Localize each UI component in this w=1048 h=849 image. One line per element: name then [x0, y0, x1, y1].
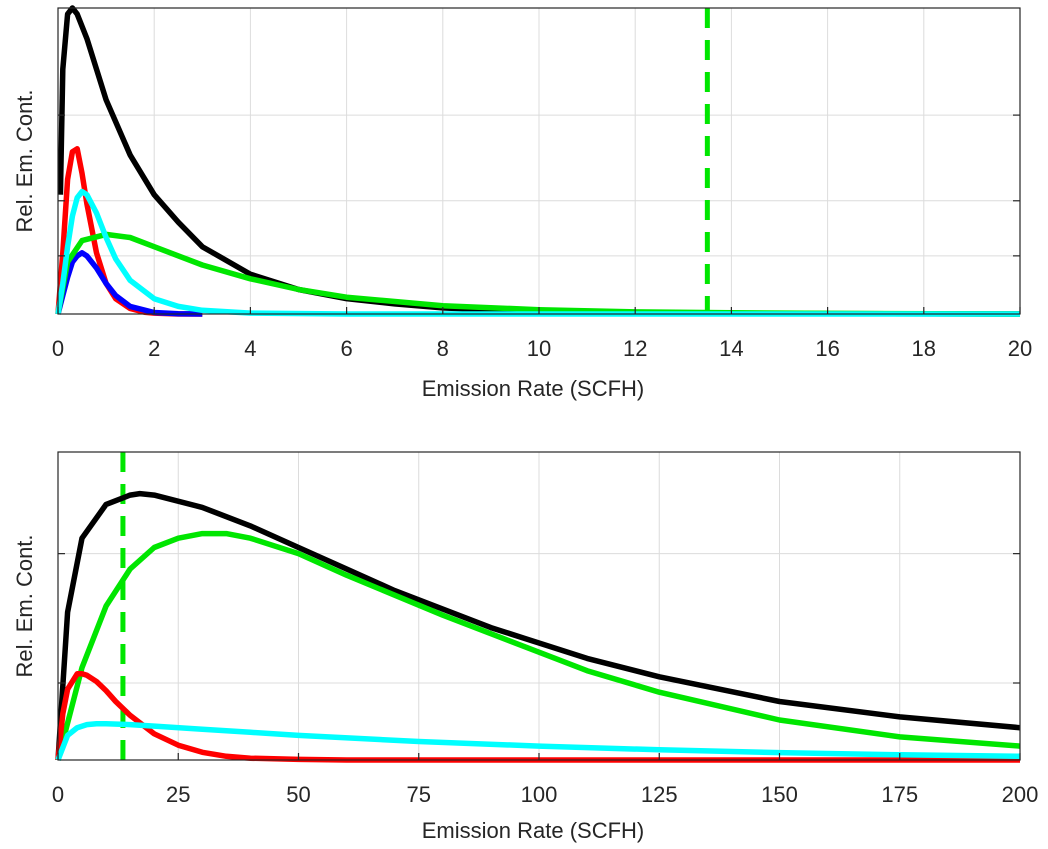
x-tick-label: 100: [521, 782, 558, 807]
top-chart-panel: 0 2 4 6 8 10 12 14 16 18 20 Emission Rate (SCFH) Rel…: [12, 5, 1032, 401]
x-tick-label: 125: [641, 782, 678, 807]
x-tick-label: 12: [623, 336, 647, 361]
x-tick-label: 0: [52, 782, 64, 807]
x-tick-label: 16: [815, 336, 839, 361]
series-line-4: [55, 188, 1020, 317]
x-tick-label: 18: [912, 336, 936, 361]
x-tick-label: 14: [719, 336, 743, 361]
x-tick-label: 6: [340, 336, 352, 361]
x-tick-label: 200: [1002, 782, 1039, 807]
x-tick-label: 175: [881, 782, 918, 807]
x-tick-label: 20: [1008, 336, 1032, 361]
x-tick-label: 2: [148, 336, 160, 361]
x-tick-label: 8: [437, 336, 449, 361]
series-line-3: [55, 720, 1021, 761]
x-tick-label: 4: [244, 336, 256, 361]
x-tick-label: 150: [761, 782, 798, 807]
x-tick-label: 50: [286, 782, 310, 807]
x-tick-label: 0: [52, 336, 64, 361]
x-tick-label: 25: [166, 782, 190, 807]
series-line-2: [55, 250, 203, 317]
series-line-0: [55, 490, 1021, 761]
series-line-1: [55, 146, 203, 317]
bottom-chart-panel: 0 25 50 75 100 125 150 175 200 Emission Rate (SCF…: [12, 451, 1039, 843]
x-tick-label: 75: [407, 782, 431, 807]
series-line-2: [55, 671, 1020, 763]
y-axis-label: Rel. Em. Cont.: [12, 89, 37, 232]
y-axis-label: Rel. Em. Cont.: [12, 534, 37, 677]
x-tick-label: 10: [527, 336, 551, 361]
x-axis-label: Emission Rate (SCFH): [422, 818, 644, 843]
x-axis-label: Emission Rate (SCFH): [422, 376, 644, 401]
series-line-1: [55, 530, 1021, 761]
